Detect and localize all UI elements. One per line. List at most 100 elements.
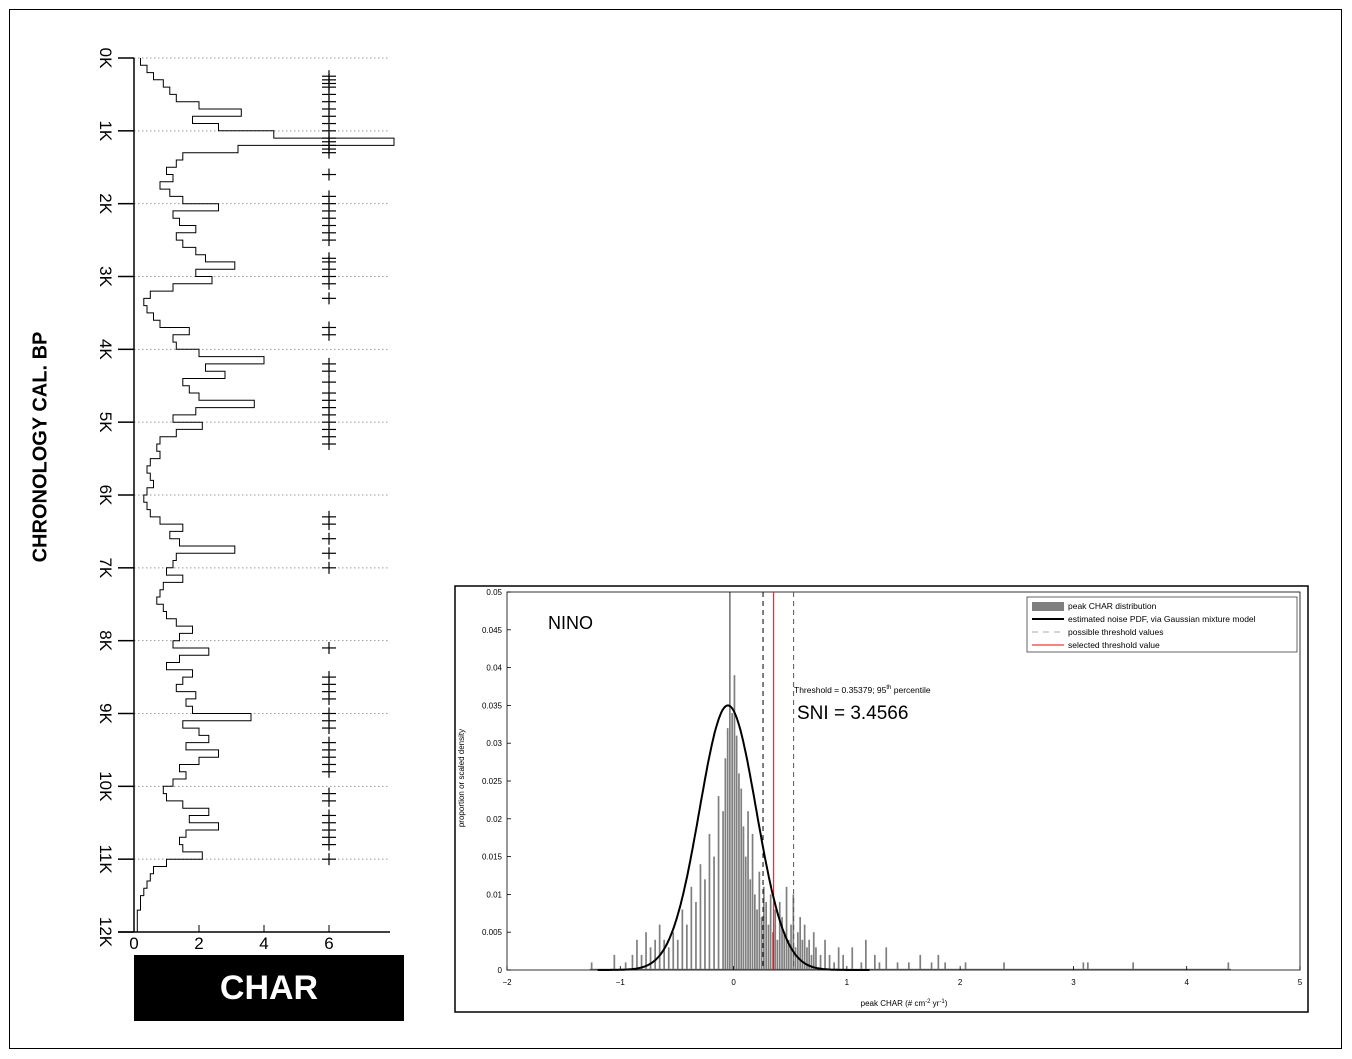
hist-bar: [649, 947, 652, 970]
site-label: NINO: [548, 613, 593, 633]
hist-bar: [1003, 962, 1005, 970]
peak-marker: [322, 365, 336, 378]
threshold-label: Threshold = 0.35379; 95th percentile: [794, 685, 931, 695]
hist-y-axis-label: proportion or scaled density: [457, 729, 466, 827]
hist-y-tick-label: 0.035: [482, 701, 503, 710]
hist-bar: [731, 713, 733, 970]
hist-bar: [645, 932, 647, 970]
peak-marker: [322, 234, 336, 247]
left-y-tick-label: 1K: [96, 120, 115, 141]
hist-bar: [749, 879, 752, 970]
hist-bar: [1132, 962, 1134, 970]
hist-bar: [919, 954, 922, 970]
hist-x-tick-label: 1: [845, 978, 850, 987]
hist-bar: [686, 924, 688, 970]
legend-box: [1026, 596, 1298, 653]
legend-label: possible threshold values: [1068, 627, 1163, 637]
peak-marker: [322, 794, 336, 807]
peak-marker: [322, 518, 336, 531]
hist-y-tick-label: 0: [498, 966, 503, 975]
char-step-line: [136, 58, 395, 932]
hist-bar: [590, 962, 593, 970]
left-y-tick-label: 5K: [96, 412, 115, 433]
left-y-tick-label: 3K: [96, 266, 115, 287]
hist-bar: [785, 886, 788, 970]
hist-bar: [810, 954, 813, 970]
figure-frame: [9, 9, 1342, 1049]
hist-bar: [624, 962, 627, 970]
hist-bar: [792, 894, 795, 970]
hist-y-tick-label: 0.02: [486, 815, 502, 824]
peak-marker: [322, 277, 336, 290]
noise-pdf-curve: [597, 704, 870, 971]
hist-bar: [744, 856, 747, 970]
hist-bar: [815, 947, 817, 970]
hist-bar: [842, 954, 844, 970]
peak-marker: [322, 722, 336, 735]
legend-item: selected threshold value: [1032, 640, 1160, 650]
hist-bar: [803, 924, 806, 970]
hist-bar: [681, 909, 684, 970]
hist-bar: [806, 947, 808, 970]
peak-marker: [322, 438, 336, 451]
left-y-tick-label: 2K: [96, 193, 115, 214]
hist-bar: [640, 954, 643, 970]
hist-x-axis-label: peak CHAR (# cm-2 yr-1): [861, 999, 948, 1008]
legend-item: peak CHAR distribution: [1032, 601, 1157, 611]
hist-bar: [797, 932, 799, 970]
hist-bar: [812, 932, 815, 970]
hist-bar: [724, 758, 727, 970]
hist-bar: [878, 962, 881, 970]
hist-bar: [672, 932, 675, 970]
hist-bar: [783, 932, 786, 970]
legend-label: peak CHAR distribution: [1068, 601, 1157, 611]
hist-x-tick-label: −1: [616, 978, 626, 987]
hist-bar: [742, 826, 745, 970]
hist-bar: [778, 902, 781, 970]
hist-bar: [763, 886, 765, 970]
hist-x-tick-label: 2: [958, 978, 963, 987]
hist-bar: [713, 856, 715, 970]
legend-label: selected threshold value: [1068, 640, 1160, 650]
left-axes: 0K 1K 2K 3K 4K 5K 6K 7K 8K 9K 10K 11K 12K 0 2 4 6: [96, 48, 390, 953]
hist-x-tick-label: 3: [1071, 978, 1076, 987]
hist-bar: [760, 917, 763, 970]
hist-bar: [654, 939, 656, 970]
hist-bar: [794, 947, 797, 970]
left-y-tick-label: 0K: [96, 48, 115, 69]
hist-bar: [722, 811, 724, 970]
hist-bar: [937, 954, 940, 970]
hist-bar: [667, 947, 670, 970]
hist-frame: [454, 585, 1309, 1013]
peak-markers: [322, 70, 336, 866]
left-x-tick-label: 4: [259, 934, 268, 953]
hist-bar: [769, 894, 772, 970]
peak-marker: [322, 692, 336, 705]
hist-bar: [758, 871, 761, 970]
peak-marker: [322, 547, 336, 560]
hist-bar: [819, 954, 822, 970]
hist-bar: [774, 909, 777, 970]
hist-bar: [767, 924, 770, 970]
char-series: [136, 58, 395, 932]
left-y-tick-label: 4K: [96, 339, 115, 360]
hist-bar: [676, 939, 679, 970]
peak-marker: [322, 838, 336, 851]
hist-bar: [708, 833, 711, 970]
hist-bar: [658, 924, 661, 970]
hist-y-tick-label: 0.03: [486, 739, 502, 748]
legend-item: possible threshold values: [1032, 627, 1163, 637]
hist-axes: 0 0.005 0.01 0.015 0.02 0.025 0.03 0.035 0.04 0.0…: [482, 588, 1303, 987]
hist-bar: [828, 954, 831, 970]
hist-bar: [930, 962, 933, 970]
hist-bar: [663, 939, 665, 970]
hist-bar: [756, 909, 758, 970]
hist-bar: [851, 947, 854, 970]
hist-bar: [885, 947, 888, 970]
legend-item: estimated noise PDF, via Gaussian mixtur…: [1032, 614, 1256, 624]
hist-y-tick-label: 0.04: [486, 664, 502, 673]
hist-bar: [808, 939, 810, 970]
hist-bar: [729, 592, 731, 970]
